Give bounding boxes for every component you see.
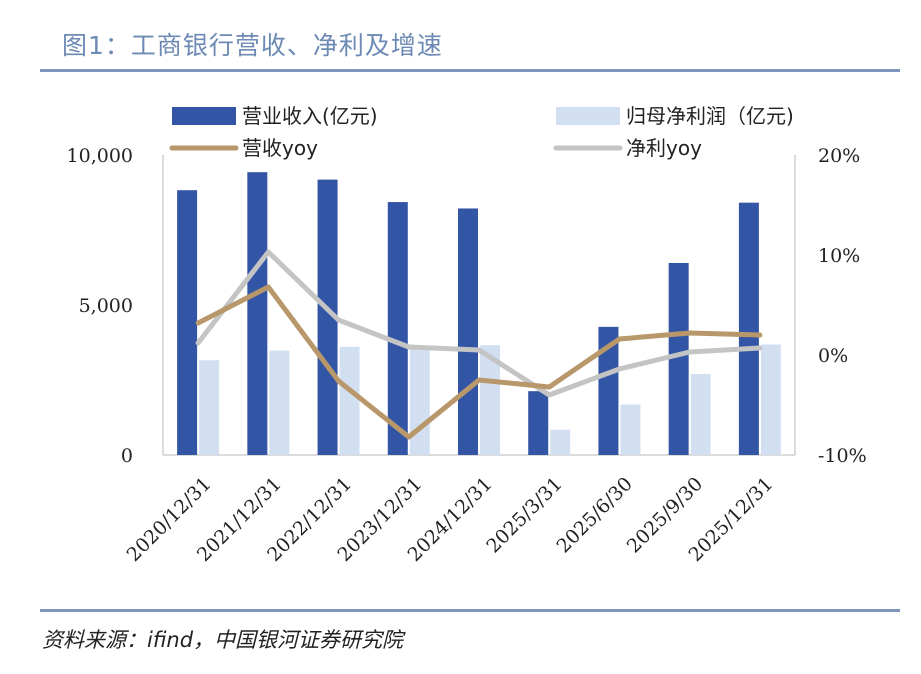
left-tick-label: 5,000 [79,295,133,317]
source-note: 资料来源：ifind，中国银河证券研究院 [42,628,404,652]
right-tick-label: -10% [818,445,867,467]
revenue-bar [317,179,338,455]
right-tick-label: 20% [818,145,860,167]
legend-label: 营业收入(亿元) [242,104,378,128]
left-axis: 0 5,000 10,000 [67,145,795,467]
profit-bar [550,429,571,455]
legend-label: 归母净利润（亿元) [626,104,794,128]
revenue-bar [177,190,198,455]
profit-bar [760,344,781,455]
x-axis-labels: 2020/12/312021/12/312022/12/312023/12/31… [123,473,778,566]
profit-yoy-line [195,249,763,398]
profit-bar [690,374,711,455]
legend-item: 归母净利润（亿元) [556,104,794,128]
legend-swatch [556,107,620,125]
revenue-bar [458,208,478,455]
revenue-bar [247,172,268,455]
revenue-bar [528,391,549,455]
legend-item: 净利yoy [553,136,702,160]
bar-series [177,172,781,455]
top-divider [40,69,900,72]
legend: 营业收入(亿元) 归母净利润（亿元) 营收yoy 净利yoy [169,104,794,160]
profit-bar [620,404,641,455]
right-tick-label: 0% [818,345,848,367]
revenue-bar [738,202,759,455]
profit-bar [339,346,360,455]
legend-label: 营收yoy [242,136,318,160]
profit-bar [269,350,290,455]
line-series [195,249,763,440]
legend-item: 营业收入(亿元) [172,104,378,128]
legend-label: 净利yoy [626,136,702,160]
right-axis: -10% 0% 10% 20% [794,145,867,467]
revenue-bar [387,202,408,455]
revenue-bar [598,326,619,455]
bottom-divider [40,609,900,612]
profit-bar [480,345,500,455]
profit-bar [199,360,220,455]
profit-bar [409,345,430,455]
left-tick-label: 10,000 [67,145,133,167]
right-tick-label: 10% [818,245,860,267]
legend-swatch [172,107,236,125]
revenue-yoy-line [195,284,763,440]
figure-title: 图1：工商银行营收、净利及增速 [62,31,443,60]
legend-item: 营收yoy [169,136,318,160]
combo-chart: 0 5,000 10,000 -10% 0% 10% 20% 2020/12/312021… [67,104,867,566]
revenue-bar [668,262,689,455]
left-tick-label: 0 [121,445,133,467]
